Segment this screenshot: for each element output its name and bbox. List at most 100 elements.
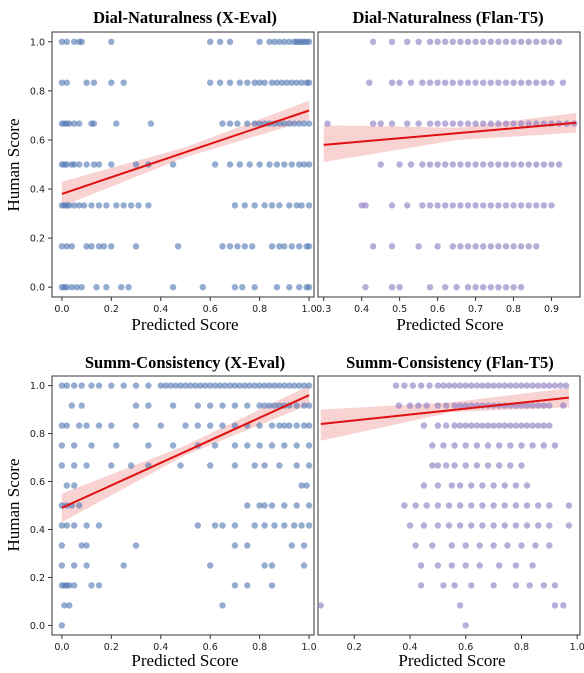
data-point <box>296 382 303 389</box>
data-point <box>261 522 268 529</box>
data-point <box>256 38 263 45</box>
y-tick-label: 0.0 <box>30 283 45 294</box>
data-point <box>560 602 567 609</box>
data-point <box>510 202 517 209</box>
data-point <box>219 120 226 127</box>
data-point <box>120 382 127 389</box>
data-point <box>495 243 502 250</box>
data-point <box>456 602 464 609</box>
data-point <box>502 202 510 209</box>
data-point <box>211 522 219 529</box>
data-point <box>426 38 434 45</box>
data-point <box>490 482 497 489</box>
data-point <box>406 522 414 529</box>
x-tick-label: 1.0 <box>302 642 317 653</box>
data-point <box>58 382 66 389</box>
data-point <box>88 382 95 389</box>
data-point <box>490 502 497 509</box>
data-point <box>132 243 140 250</box>
data-point <box>286 284 293 291</box>
data-point <box>273 161 281 168</box>
data-point <box>510 120 517 127</box>
data-point <box>440 382 447 389</box>
data-point <box>388 79 396 86</box>
data-point <box>207 422 214 429</box>
data-point <box>76 422 83 429</box>
points-layer <box>58 382 313 629</box>
data-point <box>490 422 497 429</box>
x-tick-label: 0.3 <box>316 304 331 315</box>
data-point <box>490 382 497 389</box>
data-point <box>451 582 458 589</box>
data-point <box>502 79 510 86</box>
data-point <box>525 202 532 209</box>
data-point <box>502 243 510 250</box>
data-point <box>169 161 177 168</box>
data-point <box>194 522 201 529</box>
data-point <box>66 120 73 127</box>
fit-line-layer <box>320 396 570 425</box>
data-point <box>496 442 503 449</box>
data-point <box>135 202 142 209</box>
data-point <box>451 422 458 429</box>
data-point <box>535 402 542 409</box>
data-point <box>457 202 464 209</box>
data-point <box>529 382 536 389</box>
data-point <box>540 161 548 168</box>
data-point <box>261 402 268 409</box>
data-point <box>434 382 442 389</box>
data-point <box>100 243 108 250</box>
data-point <box>276 38 283 45</box>
data-point <box>429 442 436 449</box>
data-point <box>71 462 78 469</box>
data-point <box>523 422 531 429</box>
data-point <box>472 284 479 291</box>
data-point <box>479 522 486 529</box>
data-point <box>369 38 377 45</box>
data-point <box>546 422 553 429</box>
data-point <box>197 382 204 389</box>
data-point <box>419 79 426 86</box>
regression-line <box>61 394 310 509</box>
data-point <box>63 284 70 291</box>
data-point <box>231 202 239 209</box>
data-point <box>462 382 469 389</box>
data-point <box>523 502 531 509</box>
data-point <box>434 202 441 209</box>
data-point <box>512 422 520 429</box>
data-point <box>401 502 408 509</box>
data-point <box>192 382 199 389</box>
confidence-band-layer <box>61 385 310 523</box>
data-point <box>490 542 497 549</box>
x-tick-label: 0.6 <box>458 642 473 653</box>
regression-line <box>320 396 570 425</box>
data-point <box>502 161 510 168</box>
data-point <box>388 243 396 250</box>
data-point <box>443 402 450 409</box>
data-point <box>565 522 573 529</box>
data-point <box>449 120 456 127</box>
data-point <box>58 562 66 569</box>
data-point <box>464 202 472 209</box>
x-tick-label: 0.6 <box>203 642 218 653</box>
data-point <box>291 382 298 389</box>
data-point <box>256 402 263 409</box>
data-point <box>487 161 494 168</box>
data-point <box>501 382 508 389</box>
ticks-layer: 0.2 0.4 0.6 0.8 1.0 <box>347 635 584 653</box>
data-point <box>300 542 308 549</box>
data-point <box>442 284 449 291</box>
data-point <box>283 79 290 86</box>
data-point <box>404 38 411 45</box>
data-point <box>495 161 502 168</box>
data-point <box>502 38 510 45</box>
data-point <box>479 502 486 509</box>
data-point <box>480 38 487 45</box>
data-point <box>362 284 369 291</box>
data-point <box>288 243 295 250</box>
data-point <box>145 382 152 389</box>
data-point <box>305 502 313 509</box>
data-point <box>404 120 411 127</box>
data-point <box>551 442 559 449</box>
data-point <box>507 442 514 449</box>
